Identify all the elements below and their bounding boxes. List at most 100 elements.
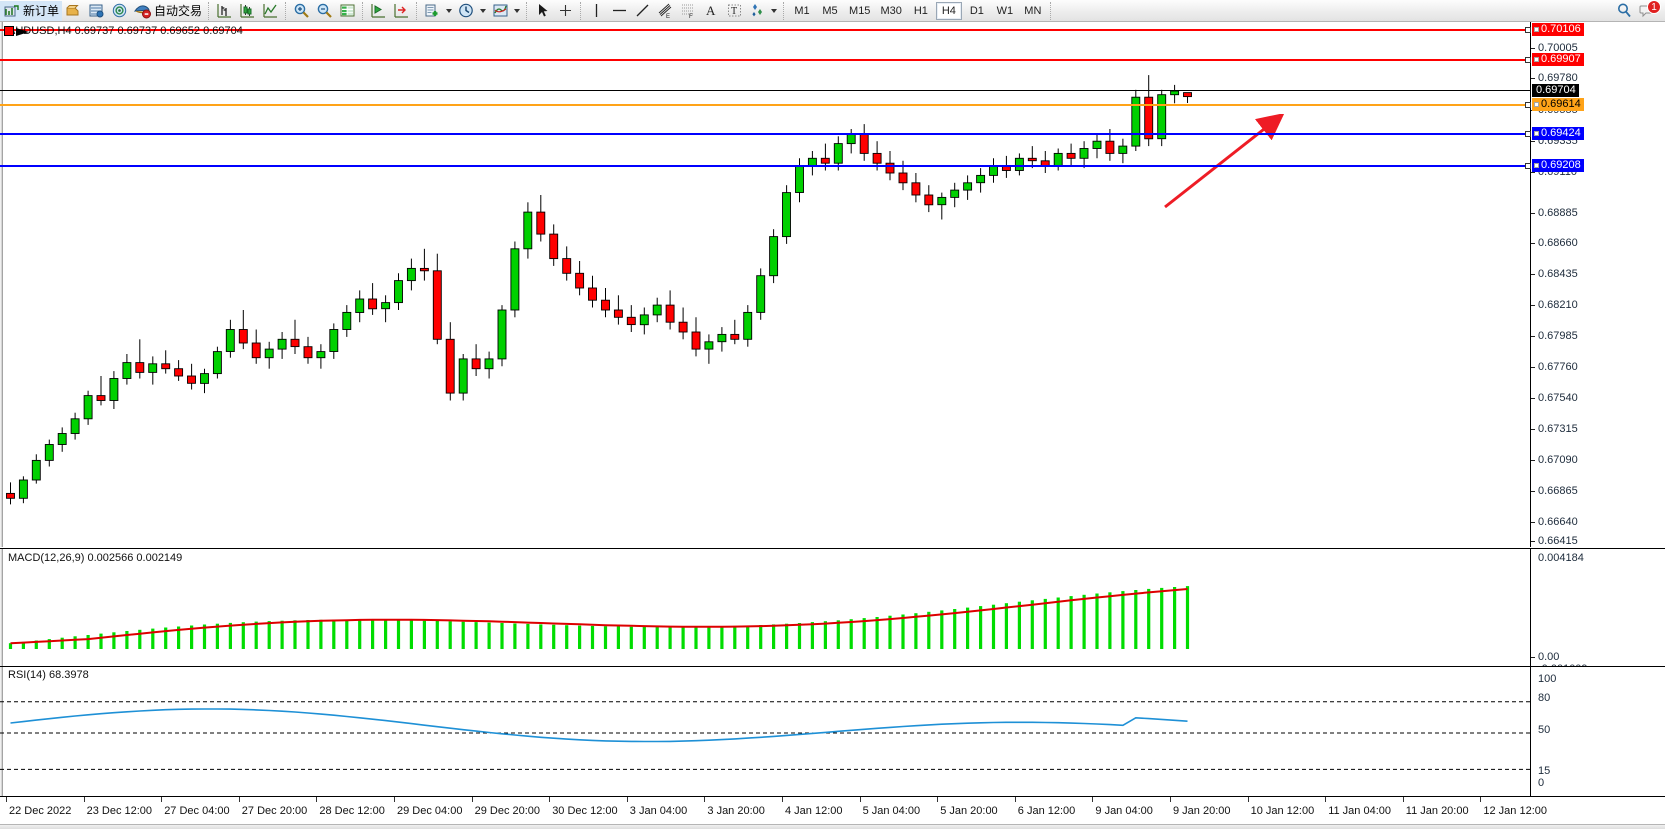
chevron-down-icon[interactable] xyxy=(771,8,778,13)
chart-shift-button[interactable] xyxy=(367,1,390,21)
cursor-button[interactable] xyxy=(531,1,554,21)
crosshair-button[interactable] xyxy=(554,1,577,21)
time-tick-mark xyxy=(1014,797,1016,802)
time-tick-label: 28 Dec 12:00 xyxy=(319,805,385,817)
rsi-pane[interactable]: RSI(14) 68.3978 100 80 50 15 0 xyxy=(0,666,1665,801)
auto-scroll-button[interactable] xyxy=(390,1,413,21)
pane-left-border xyxy=(0,22,3,547)
text-box-button[interactable]: T xyxy=(723,1,746,21)
time-tick-mark xyxy=(1247,797,1249,802)
price-tick: 0.66415 xyxy=(1538,535,1578,547)
level-line-0.69614[interactable] xyxy=(0,102,1531,108)
timeframe-m5[interactable]: M5 xyxy=(822,4,838,17)
toolbar-separator xyxy=(362,1,364,20)
line-chart-button[interactable] xyxy=(259,1,282,21)
price-tick: 0.66865 xyxy=(1538,485,1578,497)
autotrading-label: 自动交易 xyxy=(154,4,203,18)
price-tag-0.69424[interactable]: 0.69424 xyxy=(1532,127,1584,140)
zoom-in-button[interactable] xyxy=(290,1,313,21)
price-tag-0.69614[interactable]: 0.69614 xyxy=(1532,98,1584,111)
time-tick-label: 12 Jan 12:00 xyxy=(1483,805,1548,817)
toolbar-separator xyxy=(526,1,528,20)
data-grid-button[interactable] xyxy=(336,1,359,21)
new-order-icon xyxy=(3,2,20,19)
time-tick-mark xyxy=(782,797,783,802)
price-axis[interactable]: 0.70005 0.69780 0.69555 0.69335 0.69110 … xyxy=(1530,22,1665,547)
shapes-button[interactable] xyxy=(746,1,780,21)
bar-chart-button[interactable] xyxy=(213,1,236,21)
level-line-0.69208[interactable] xyxy=(0,163,1531,169)
crosshair-icon xyxy=(557,2,574,19)
text-box-icon: T xyxy=(726,2,743,19)
time-tick-label: 9 Jan 04:00 xyxy=(1095,805,1153,817)
time-tick-label: 29 Dec 20:00 xyxy=(474,805,541,817)
market-watch-button[interactable] xyxy=(62,1,85,21)
time-axis[interactable]: 22 Dec 2022 23 Dec 12:00 27 Dec 04:00 27 De… xyxy=(0,796,1665,824)
zoom-out-button[interactable] xyxy=(313,1,336,21)
search-button[interactable] xyxy=(1613,1,1636,21)
period-button[interactable] xyxy=(455,1,489,21)
timeframe-w1[interactable]: W1 xyxy=(996,4,1014,17)
text-label-button[interactable]: A xyxy=(700,1,723,21)
trendline-button[interactable] xyxy=(631,1,654,21)
navigator-button[interactable] xyxy=(108,1,131,21)
indicators-button[interactable] xyxy=(489,1,523,21)
chevron-down-icon[interactable] xyxy=(446,8,453,13)
data-window-button[interactable] xyxy=(85,1,108,21)
macd-tick: 0.004184 xyxy=(1538,552,1584,564)
time-tick-label: 3 Jan 04:00 xyxy=(629,805,688,817)
equidistant-channel-button[interactable]: E xyxy=(654,1,677,21)
price-tick: 0.67090 xyxy=(1538,454,1578,466)
chart-title: AUDUSD,H4 0.69737 0.69737 0.69652 0.6970… xyxy=(8,25,243,37)
price-tick: 0.67985 xyxy=(1538,330,1578,342)
time-tick-label: 27 Dec 04:00 xyxy=(164,805,230,817)
new-order-button[interactable]: 新订单 xyxy=(0,0,63,21)
timeframe-h1[interactable]: H1 xyxy=(913,4,928,17)
timeframe-m30[interactable]: M30 xyxy=(880,4,902,17)
chevron-down-icon[interactable] xyxy=(480,8,487,13)
cursor-icon xyxy=(534,2,551,19)
price-tag-value: 0.69907 xyxy=(1541,53,1581,65)
pane-left-border xyxy=(0,667,3,801)
level-line-0.70106[interactable] xyxy=(0,27,1531,33)
price-tick: 0.68885 xyxy=(1538,207,1578,219)
level-line-0.69424[interactable] xyxy=(0,131,1531,137)
time-tick-mark xyxy=(1170,797,1171,802)
rsi-title: RSI(14) 68.3978 xyxy=(8,669,89,681)
time-tick-mark xyxy=(549,797,551,802)
navigator-icon xyxy=(111,2,128,19)
time-tick-label: 3 Jan 20:00 xyxy=(707,805,765,817)
timeframe-d1[interactable]: D1 xyxy=(969,4,984,17)
rsi-tick: 0 xyxy=(1538,777,1545,789)
equidistant-channel-icon: E xyxy=(657,2,674,19)
macd-pane[interactable]: MACD(12,26,9) 0.002566 0.002149 0.004184… xyxy=(0,548,1665,675)
chart-area[interactable]: AUDUSD,H4 0.69737 0.69737 0.69652 0.6970… xyxy=(0,22,1665,829)
svg-text:F: F xyxy=(689,14,693,19)
price-tag-0.69208[interactable]: 0.69208 xyxy=(1532,159,1584,172)
level-line-0.69907[interactable] xyxy=(0,57,1531,63)
price-tag-value: 0.70106 xyxy=(1541,23,1581,35)
vertical-line-button[interactable] xyxy=(585,1,608,21)
price-tag-0.70106[interactable]: 0.70106 xyxy=(1532,23,1584,36)
price-pane[interactable]: AUDUSD,H4 0.69737 0.69737 0.69652 0.6970… xyxy=(0,22,1665,547)
price-tag-0.69907[interactable]: 0.69907 xyxy=(1532,53,1584,66)
chevron-down-icon[interactable] xyxy=(514,8,521,13)
time-tick-mark xyxy=(626,797,628,802)
timeframe-mn[interactable]: MN xyxy=(1024,4,1042,17)
time-tick-label: 10 Jan 12:00 xyxy=(1250,805,1315,817)
candlestick-chart-button[interactable] xyxy=(236,1,259,21)
candlestick-chart-icon xyxy=(239,2,256,19)
fibonacci-button[interactable]: F xyxy=(677,1,700,21)
zoom-in-icon xyxy=(293,2,310,19)
timeframe-m15[interactable]: M15 xyxy=(849,4,871,17)
up-arrow-annotation[interactable] xyxy=(1160,114,1290,214)
templates-button[interactable] xyxy=(421,1,455,21)
horizontal-line-button[interactable] xyxy=(608,1,631,21)
timeframe-h4[interactable]: H4 xyxy=(935,1,962,20)
status-bar xyxy=(0,824,1665,829)
data-window-icon xyxy=(88,2,105,19)
alerts-button[interactable]: 1 xyxy=(1636,0,1661,21)
autotrading-button[interactable]: 自动交易 xyxy=(131,1,205,21)
auto-scroll-icon xyxy=(393,2,410,19)
timeframe-m1[interactable]: M1 xyxy=(794,4,810,17)
